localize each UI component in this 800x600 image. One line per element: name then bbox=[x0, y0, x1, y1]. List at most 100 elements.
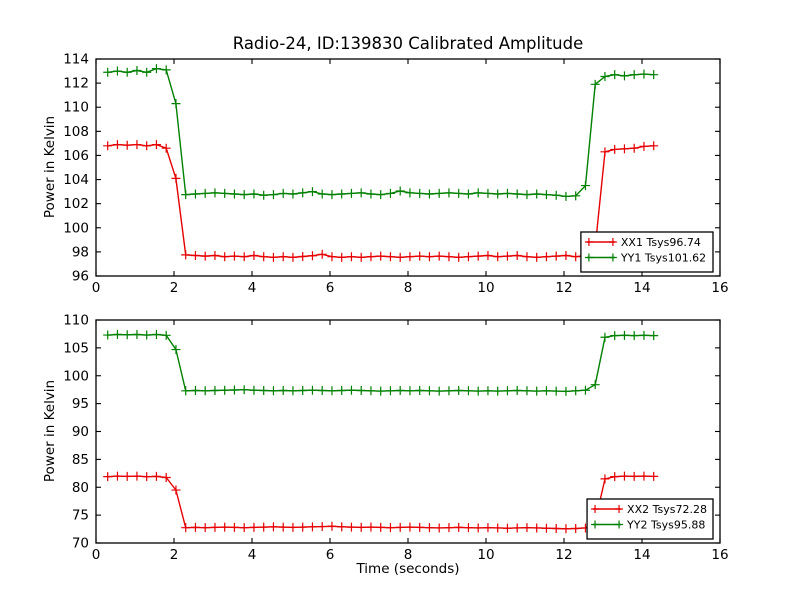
data-point-marker bbox=[580, 385, 590, 395]
data-point-marker bbox=[561, 251, 571, 261]
data-point-marker bbox=[317, 386, 327, 396]
data-point-marker bbox=[444, 252, 454, 262]
data-point-marker bbox=[415, 251, 425, 261]
y-tick-label: 114 bbox=[63, 52, 89, 68]
data-point-marker bbox=[356, 252, 366, 262]
data-point-marker bbox=[376, 522, 386, 532]
data-point-marker bbox=[200, 251, 210, 261]
data-point-marker bbox=[649, 331, 659, 341]
data-point-marker bbox=[337, 522, 347, 532]
data-point-marker bbox=[288, 386, 298, 396]
data-point-marker bbox=[103, 67, 113, 77]
data-point-marker bbox=[268, 522, 278, 532]
x-tick-label: 0 bbox=[92, 280, 101, 296]
data-point-marker bbox=[610, 331, 620, 341]
data-point-marker bbox=[171, 173, 181, 183]
data-point-marker bbox=[220, 385, 230, 395]
data-point-marker bbox=[454, 188, 464, 198]
data-point-marker bbox=[619, 471, 629, 481]
x-tick-label: 12 bbox=[555, 280, 572, 296]
series-xx2 bbox=[103, 471, 659, 534]
data-point-marker bbox=[181, 523, 191, 533]
data-point-marker bbox=[171, 345, 181, 355]
data-point-marker bbox=[493, 386, 503, 396]
data-point-marker bbox=[424, 252, 434, 262]
data-point-marker bbox=[142, 141, 152, 151]
data-point-marker bbox=[356, 522, 366, 532]
data-point-marker bbox=[307, 522, 317, 532]
y-tick-label: 110 bbox=[63, 313, 89, 329]
figure-title: Radio-24, ID:139830 Calibrated Amplitude bbox=[232, 34, 584, 53]
data-point-marker bbox=[608, 238, 617, 246]
data-point-marker bbox=[181, 250, 191, 260]
data-point-marker bbox=[405, 386, 415, 396]
axes-frame bbox=[95, 319, 721, 544]
data-point-marker bbox=[259, 522, 269, 532]
data-point-marker bbox=[366, 252, 376, 262]
data-point-marker bbox=[463, 189, 473, 199]
y-tick-label: 98 bbox=[72, 244, 89, 260]
data-point-marker bbox=[649, 70, 659, 80]
y-tick-label: 85 bbox=[72, 452, 89, 468]
data-point-marker bbox=[434, 523, 444, 533]
data-point-marker bbox=[151, 64, 161, 74]
data-point-marker bbox=[532, 189, 542, 199]
data-point-marker bbox=[142, 330, 152, 340]
data-point-marker bbox=[210, 386, 220, 396]
y-tick-label: 108 bbox=[63, 124, 89, 140]
y-tick-label: 104 bbox=[63, 172, 89, 188]
data-point-marker bbox=[337, 252, 347, 262]
data-point-marker bbox=[210, 188, 220, 198]
series-line bbox=[107, 143, 654, 258]
data-point-marker bbox=[434, 188, 444, 198]
data-point-marker bbox=[610, 70, 620, 80]
data-point-marker bbox=[239, 190, 249, 200]
data-point-marker bbox=[112, 66, 122, 76]
data-point-marker bbox=[483, 251, 493, 261]
data-point-marker bbox=[317, 522, 327, 532]
data-point-marker bbox=[298, 188, 308, 198]
data-point-marker bbox=[288, 189, 298, 199]
data-point-marker bbox=[103, 141, 113, 151]
data-point-marker bbox=[220, 252, 230, 262]
data-point-marker bbox=[259, 386, 269, 396]
data-point-marker bbox=[395, 186, 405, 196]
data-point-marker bbox=[610, 472, 620, 482]
data-point-marker bbox=[571, 524, 581, 534]
data-point-marker bbox=[288, 252, 298, 262]
data-point-marker bbox=[415, 188, 425, 198]
data-point-marker bbox=[639, 330, 649, 340]
data-point-marker bbox=[600, 147, 610, 157]
data-point-marker bbox=[259, 190, 269, 200]
data-point-marker bbox=[591, 505, 600, 513]
data-point-marker bbox=[112, 140, 122, 150]
data-point-marker bbox=[395, 252, 405, 262]
y-tick-label: 75 bbox=[72, 508, 89, 524]
data-point-marker bbox=[142, 67, 152, 77]
data-point-marker bbox=[395, 386, 405, 396]
data-point-marker bbox=[200, 523, 210, 533]
data-point-marker bbox=[366, 189, 376, 199]
data-point-marker bbox=[541, 252, 551, 262]
data-point-marker bbox=[376, 251, 386, 261]
data-point-marker bbox=[249, 251, 259, 261]
y-tick-label: 105 bbox=[63, 340, 89, 356]
legend-frame bbox=[586, 498, 714, 540]
data-point-marker bbox=[298, 522, 308, 532]
data-point-marker bbox=[473, 386, 483, 396]
y-tick-label: 96 bbox=[72, 269, 89, 285]
data-point-marker bbox=[249, 385, 259, 395]
x-tick-label: 14 bbox=[633, 547, 650, 563]
data-point-marker bbox=[502, 188, 512, 198]
legend-entry-label: YY1 Tsys101.62 bbox=[620, 252, 706, 265]
data-point-marker bbox=[463, 252, 473, 262]
data-point-marker bbox=[278, 522, 288, 532]
data-point-marker bbox=[268, 386, 278, 396]
data-point-marker bbox=[610, 144, 620, 154]
data-point-marker bbox=[629, 143, 639, 153]
data-point-marker bbox=[522, 386, 532, 396]
data-point-marker bbox=[532, 386, 542, 396]
data-point-marker bbox=[551, 251, 561, 261]
